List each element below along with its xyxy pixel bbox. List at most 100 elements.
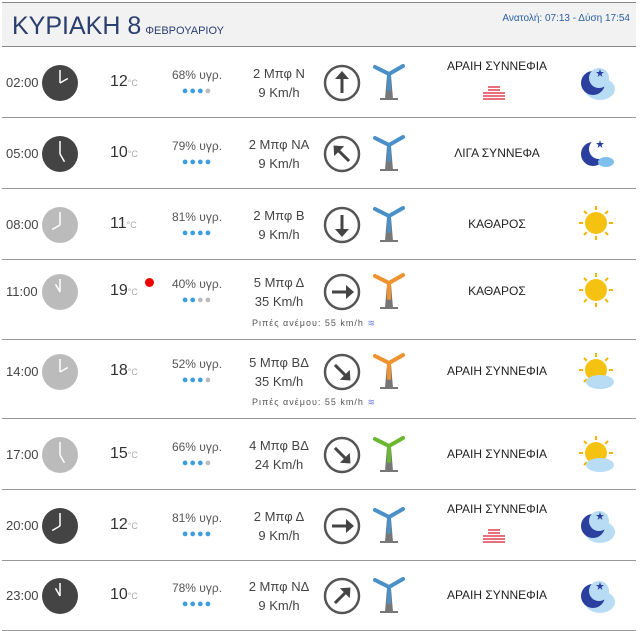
- condition-label: ΛΙΓΑ ΣΥΝΝΕΦΑ: [454, 145, 540, 160]
- haze-icon: [483, 528, 505, 543]
- temperature-unit: °C: [126, 219, 137, 230]
- day-title: ΚΥΡΙΑΚΗ 8 ΦΕΒΡΟΥΑΡΙΟΥ: [12, 12, 224, 41]
- wind-beaufort: 2 Μπφ Β: [253, 207, 305, 223]
- hour-label: 14:00: [6, 363, 39, 379]
- wind: 2 Μπφ Δ 9 Km/h: [234, 507, 324, 545]
- temperature-value: 10: [110, 586, 128, 603]
- humidity-drop-icon: ●: [197, 373, 205, 386]
- gust-value: 55 km/h: [324, 397, 364, 407]
- condition-label: ΑΡΑΙΗ ΣΥΝΝΕΦΙΑ: [446, 501, 548, 516]
- humidity-drop-icon: ●: [189, 294, 197, 306]
- wind: 2 Μπφ ΝΔ 9 Km/h: [234, 577, 324, 615]
- temperature-value: 18: [110, 361, 128, 379]
- wind-speed: 9 Km/h: [258, 84, 300, 100]
- humidity-drop-icon: ●: [204, 527, 213, 540]
- wind-speed: 9 Km/h: [258, 598, 300, 613]
- humidity-label: 81% υγρ.: [171, 209, 223, 224]
- temperature-unit: °C: [127, 520, 138, 531]
- temperature: 18°C: [110, 362, 138, 380]
- wind-beaufort: 5 Μπφ ΒΔ: [249, 354, 309, 370]
- humidity-label: 68% υγρ.: [171, 67, 223, 82]
- wind-beaufort: 4 Μπφ ΒΔ: [249, 437, 309, 453]
- temperature: 11°C: [110, 215, 137, 233]
- wind-speed: 35 Km/h: [254, 294, 304, 309]
- wind-speed: 24 Km/h: [254, 456, 304, 472]
- humidity-drop-icon: ●: [189, 598, 197, 610]
- wind-beaufort: 5 Μπφ Δ: [253, 275, 305, 290]
- wind-direction-arrow-icon: [323, 436, 361, 479]
- temperature: 10°C: [110, 144, 138, 162]
- wind-beaufort: 2 Μπφ ΝΑ: [248, 136, 310, 152]
- gust-label: Ριπές ανέμου:: [252, 397, 322, 407]
- condition-label: ΚΑΘΑΡΟΣ: [468, 216, 526, 231]
- forecast-row: 23:00 10°C 78% υγρ. ●●●● 2 Μπφ ΝΔ 9 Km/h Α…: [2, 561, 636, 631]
- humidity-drop-icon: ●: [197, 226, 205, 239]
- humidity-drop-icon: ●: [189, 527, 197, 540]
- wind: 5 Μπφ ΒΔ 35 Km/h: [234, 353, 324, 391]
- condition-label: ΑΡΑΙΗ ΣΥΝΝΕΦΙΑ: [446, 363, 548, 378]
- hour-label: 20:00: [6, 517, 39, 533]
- wind-speed: 9 Km/h: [258, 527, 300, 543]
- humidity-drop-icon: ●: [197, 598, 205, 610]
- sun-icon: [576, 272, 616, 317]
- temperature-unit: °C: [127, 77, 138, 88]
- humidity-label: 79% υγρ.: [171, 138, 223, 153]
- temperature-unit: °C: [127, 449, 138, 460]
- humidity-drop-icon: ●: [197, 456, 205, 469]
- hour-label: 17:00: [6, 446, 39, 462]
- humidity-drop-icon: ●: [181, 598, 190, 610]
- temperature: 15°C: [110, 445, 138, 463]
- wind: 5 Μπφ Δ 35 Km/h: [234, 273, 324, 311]
- humidity: 81% υγρ. ●●●●: [162, 210, 232, 239]
- humidity-drop-icon: ●: [181, 84, 190, 97]
- humidity-label: 52% υγρ.: [171, 356, 223, 371]
- wind-direction-arrow-icon: [323, 206, 361, 249]
- forecast-row: 11:00 19°C 40% υγρ. ●●●● 5 Μπφ Δ 35 Km/h Ρ…: [2, 260, 636, 340]
- humidity-drop-icon: ●: [189, 155, 197, 168]
- wind-gust-icon: ≋: [367, 397, 376, 407]
- humidity-drop-icon: ●: [181, 155, 190, 168]
- gust-value: 55 km/h: [324, 318, 364, 328]
- humidity-label: 40% υγρ.: [171, 277, 223, 291]
- temperature-unit: °C: [127, 366, 138, 377]
- humidity-label: 78% υγρ.: [171, 581, 223, 595]
- wind-direction-arrow-icon: [323, 135, 361, 178]
- humidity-drop-icon: ●: [189, 226, 197, 239]
- humidity: 40% υγρ. ●●●●: [162, 277, 232, 306]
- wind-direction-arrow-icon: [323, 64, 361, 107]
- temperature-value: 11: [110, 214, 127, 232]
- humidity-drop-icon: ●: [204, 155, 213, 168]
- condition-label: ΑΡΑΙΗ ΣΥΝΝΕΦΙΑ: [446, 446, 548, 461]
- condition-label: ΑΡΑΙΗ ΣΥΝΝΕΦΙΑ: [446, 588, 548, 602]
- humidity-label: 81% υγρ.: [171, 510, 223, 525]
- clock-icon: [42, 64, 78, 106]
- wind-beaufort: 2 Μπφ Δ: [253, 508, 305, 524]
- humidity-drop-icon: ●: [181, 294, 190, 306]
- wind: 2 Μπφ Ν 9 Km/h: [234, 64, 324, 102]
- moon-small-cloud-icon: [576, 134, 616, 179]
- moon-cloud-icon: [576, 63, 616, 108]
- hour-label: 23:00: [6, 588, 39, 603]
- max-temp-dot-icon: [145, 278, 154, 287]
- clock-icon: [42, 274, 78, 315]
- temperature-value: 12: [110, 515, 128, 533]
- sunrise-sunset: Ανατολή: 07:13 - Δύση 17:54: [502, 13, 630, 24]
- humidity-drop-icon: ●: [181, 456, 190, 469]
- humidity-drop-icon: ●: [204, 373, 213, 386]
- temperature: 12°C: [110, 516, 138, 534]
- humidity: 52% υγρ. ●●●●: [162, 357, 232, 386]
- day-header: ΚΥΡΙΑΚΗ 8 ΦΕΒΡΟΥΑΡΙΟΥ Ανατολή: 07:13 - Δύ…: [2, 2, 636, 47]
- haze-icon: [483, 85, 505, 100]
- sun-icon: [576, 205, 616, 250]
- wind-beaufort: 2 Μπφ ΝΔ: [248, 579, 310, 594]
- clock-icon: [42, 135, 78, 177]
- wind-direction-arrow-icon: [323, 507, 361, 550]
- humidity-drop-icon: ●: [197, 527, 205, 540]
- humidity-drop-icon: ●: [181, 527, 190, 540]
- wind-direction-arrow-icon: [323, 273, 361, 316]
- wind-direction-arrow-icon: [323, 353, 361, 396]
- humidity: 68% υγρ. ●●●●: [162, 68, 232, 97]
- humidity-drop-icon: ●: [204, 294, 213, 306]
- humidity-drop-icon: ●: [204, 598, 213, 610]
